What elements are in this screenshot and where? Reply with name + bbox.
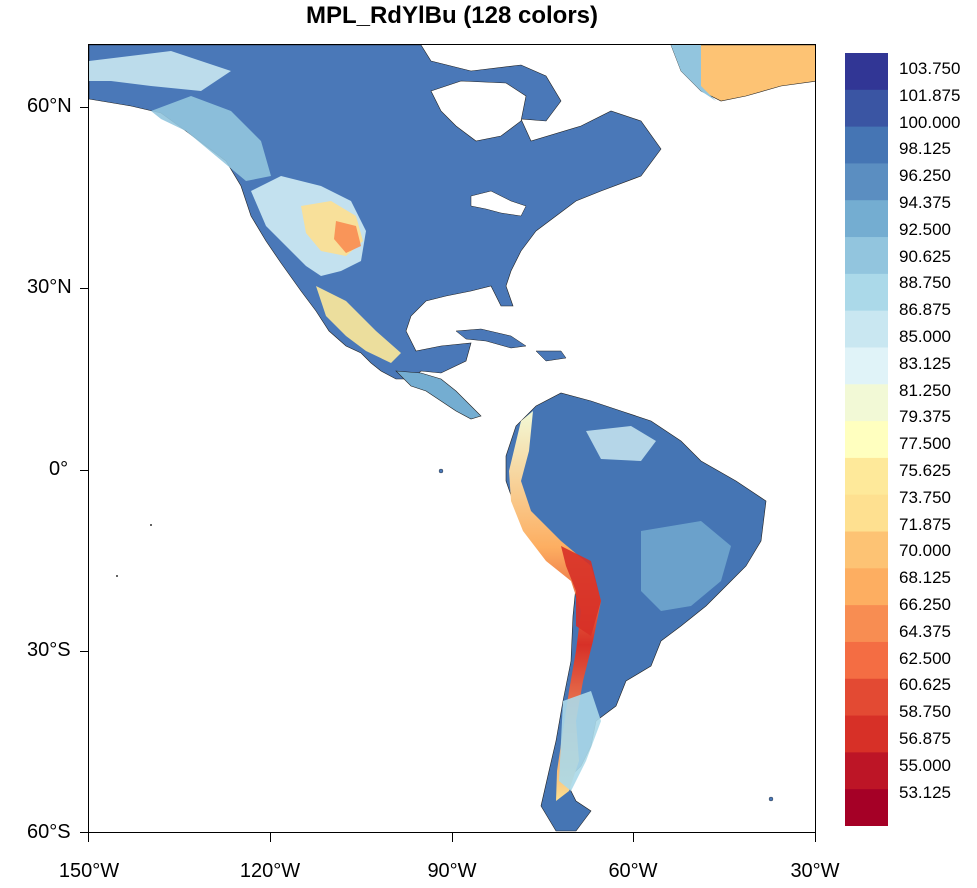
lon-label-120w: 120°W [239, 860, 301, 882]
map-title: MPL_RdYlBu (128 colors) [305, 2, 599, 29]
colorbar-label: 75.625 [899, 461, 951, 480]
colorbar-swatch [845, 347, 888, 385]
colorbar [845, 53, 888, 826]
colorbar-label: 64.375 [899, 621, 951, 641]
patagonia-region [559, 691, 601, 791]
colorbar-label: 90.625 [899, 246, 951, 266]
colorbar-swatch [845, 163, 888, 201]
colorbar-swatch [845, 568, 888, 606]
lon-tick [88, 833, 89, 842]
colorbar-label: 94.375 [899, 193, 951, 212]
lon-tick [452, 833, 453, 842]
colorado-peaks [334, 221, 361, 253]
colorbar-label: 53.125 [899, 782, 951, 802]
colorbar-swatch [845, 715, 888, 753]
lat-tick [80, 288, 89, 289]
lon-label-90w: 90°W [427, 860, 477, 882]
lat-label-equator: 0° [49, 458, 69, 480]
colorbar-label: 83.125 [899, 353, 951, 373]
great-lakes [470, 190, 527, 217]
hudson-bay [430, 80, 527, 142]
map-svg [89, 45, 815, 832]
colorbar-swatch [845, 641, 888, 680]
lat-tick [80, 107, 89, 108]
pacific-island [116, 575, 118, 577]
colorbar-label: 103.750 [899, 59, 961, 78]
colorbar-swatch [845, 273, 888, 312]
brazilian-highlands [641, 521, 731, 611]
colorbar-swatch [845, 421, 888, 459]
central-america-landmass [395, 370, 482, 420]
colorbar-swatch [845, 384, 888, 422]
lon-label-30w: 30°W [790, 860, 840, 882]
lon-tick [270, 833, 271, 842]
colorbar-label: 79.375 [899, 407, 951, 427]
colorbar-label: 88.750 [899, 273, 951, 293]
map-panel[interactable] [88, 44, 816, 833]
colorbar-label: 70.000 [899, 541, 951, 561]
alaska-range [89, 51, 231, 91]
colorbar-label: 98.125 [899, 139, 951, 159]
mexican-plateau [316, 286, 401, 363]
colorbar-swatch [845, 53, 888, 91]
lat-label-30s: 30°S [27, 639, 71, 661]
colorbar-swatch [845, 531, 888, 569]
greenland-coast [671, 45, 716, 101]
colorbar-label: 60.625 [899, 675, 951, 695]
colorbar-label: 71.875 [899, 514, 951, 534]
pacific-island [150, 524, 152, 526]
colorbar-label: 58.750 [899, 702, 951, 722]
colorbar-label: 56.875 [899, 729, 951, 748]
colorbar-swatch [845, 494, 888, 533]
galapagos-islands [438, 468, 444, 474]
colorbar-swatch [845, 310, 888, 349]
colorbar-swatch [845, 789, 888, 826]
lat-tick [80, 651, 89, 652]
colorbar-swatch [845, 200, 888, 238]
colorbar-label: 100.000 [899, 112, 961, 132]
lon-label-60w: 60°W [608, 860, 658, 882]
colorbar-label: 73.750 [899, 487, 951, 507]
colorbar-swatch [845, 457, 888, 496]
lon-label-150w: 150°W [58, 860, 120, 882]
lon-tick [815, 833, 816, 842]
colorbar-label: 77.500 [899, 434, 951, 454]
cuba-island [455, 328, 527, 349]
north-america-landmass [89, 45, 662, 380]
lat-label-30n: 30°N [27, 276, 72, 298]
lon-tick [633, 833, 634, 842]
colorbar-swatch [845, 605, 888, 643]
lat-label-60n: 60°N [27, 95, 72, 117]
colorbar-label: 101.875 [899, 85, 961, 105]
colorbar-label: 81.250 [899, 380, 951, 400]
lat-tick [80, 470, 89, 471]
colorbar-swatch [845, 89, 888, 128]
colorbar-swatch [845, 752, 888, 790]
colorbar-swatch [845, 237, 888, 275]
colorbar-label: 55.000 [899, 755, 951, 775]
colorbar-swatch [845, 678, 888, 717]
colorbar-label: 96.250 [899, 166, 951, 186]
colorbar-label: 85.000 [899, 327, 951, 346]
hispaniola-island [535, 350, 567, 362]
colorbar-label: 92.500 [899, 219, 951, 239]
colorbar-label: 68.125 [899, 568, 951, 588]
altiplano-region [561, 546, 601, 636]
lat-label-60s: 60°S [27, 821, 71, 843]
canadian-rockies-region [151, 96, 271, 181]
colorbar-label: 62.500 [899, 648, 951, 668]
colorbar-label: 86.875 [899, 300, 951, 320]
falkland-south-georgia [768, 796, 774, 802]
lat-tick [80, 832, 89, 833]
colorbar-label: 66.250 [899, 595, 951, 614]
colorbar-swatch [845, 126, 888, 165]
guiana-highlands [586, 426, 656, 461]
